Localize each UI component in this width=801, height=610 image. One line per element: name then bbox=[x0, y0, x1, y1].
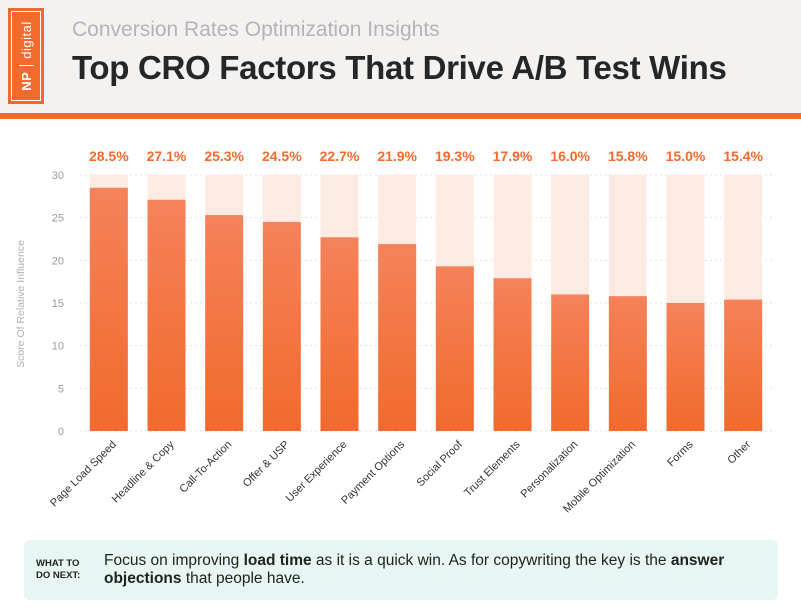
x-category-label: Call-To-Action bbox=[177, 439, 234, 496]
x-category-label: Offer & USP bbox=[241, 439, 292, 490]
page-subtitle: Conversion Rates Optimization Insights bbox=[72, 18, 440, 41]
np-digital-logo: NP digital bbox=[8, 8, 44, 104]
value-label: 16.0% bbox=[550, 148, 590, 164]
bar bbox=[493, 278, 532, 431]
x-category-label: Payment Options bbox=[339, 438, 408, 507]
y-tick-label: 30 bbox=[52, 170, 64, 182]
callout-label: WHAT TO DO NEXT: bbox=[36, 558, 96, 582]
callout-text-3: that people have. bbox=[181, 570, 305, 587]
callout-text: Focus on improving load time as it is a … bbox=[104, 552, 764, 588]
bar bbox=[435, 266, 474, 431]
callout-text-1: Focus on improving bbox=[104, 552, 244, 569]
bar bbox=[378, 244, 417, 431]
bar bbox=[320, 237, 359, 431]
value-label: 15.4% bbox=[723, 148, 763, 164]
y-tick-label: 20 bbox=[52, 255, 64, 267]
value-label: 19.3% bbox=[435, 148, 475, 164]
value-label: 15.8% bbox=[608, 148, 648, 164]
logo-digital: digital bbox=[18, 21, 34, 59]
y-tick-label: 10 bbox=[52, 341, 64, 353]
callout-bold-1: load time bbox=[243, 552, 312, 569]
value-label: 24.5% bbox=[262, 148, 302, 164]
x-category-label: Other bbox=[725, 438, 753, 466]
bar bbox=[147, 199, 186, 431]
y-tick-label: 15 bbox=[52, 298, 64, 310]
bar bbox=[262, 221, 301, 431]
bar bbox=[551, 294, 590, 431]
x-category-label: Forms bbox=[665, 438, 696, 469]
bar bbox=[666, 303, 705, 431]
x-category-label: Social Proof bbox=[415, 438, 466, 489]
y-axis-label: Score Of Relative Influence bbox=[15, 240, 27, 368]
bar-chart: Score Of Relative Influence 0 5 10 15 20 25 30… bbox=[15, 148, 772, 515]
y-tick-label: 25 bbox=[52, 213, 64, 225]
callout-text-2: as it is a quick win. As for copywriting… bbox=[311, 552, 671, 569]
header-divider bbox=[0, 113, 801, 119]
bar bbox=[89, 187, 128, 431]
value-label: 15.0% bbox=[666, 148, 706, 164]
value-label: 17.9% bbox=[493, 148, 533, 164]
callout-label-line2: DO NEXT: bbox=[36, 570, 81, 581]
y-tick-label: 0 bbox=[58, 426, 64, 438]
bar bbox=[608, 296, 647, 431]
page-title: Top CRO Factors That Drive A/B Test Wins bbox=[72, 49, 727, 86]
value-label: 21.9% bbox=[377, 148, 417, 164]
y-tick-label: 5 bbox=[58, 383, 64, 395]
callout-bold-2: answer objections bbox=[104, 552, 725, 587]
value-label: 22.7% bbox=[320, 148, 360, 164]
x-category-label: Personalization bbox=[519, 439, 581, 501]
header: NP digital Conversion Rates Optimization… bbox=[0, 0, 801, 113]
value-label: 28.5% bbox=[89, 148, 129, 164]
bar bbox=[205, 215, 244, 431]
x-category-label: Trust Elements bbox=[462, 438, 523, 499]
x-category-label: User Experience bbox=[284, 439, 350, 505]
callout-label-line1: WHAT TO bbox=[36, 558, 80, 569]
what-to-do-next-callout: WHAT TO DO NEXT: Focus on improving load… bbox=[24, 540, 778, 600]
logo-np: NP bbox=[18, 64, 34, 91]
x-category-label: Page Load Speed bbox=[48, 439, 119, 510]
x-category-label: Headline & Copy bbox=[110, 438, 177, 505]
bar bbox=[724, 299, 763, 431]
value-label: 25.3% bbox=[204, 148, 244, 164]
value-label: 27.1% bbox=[147, 148, 187, 164]
